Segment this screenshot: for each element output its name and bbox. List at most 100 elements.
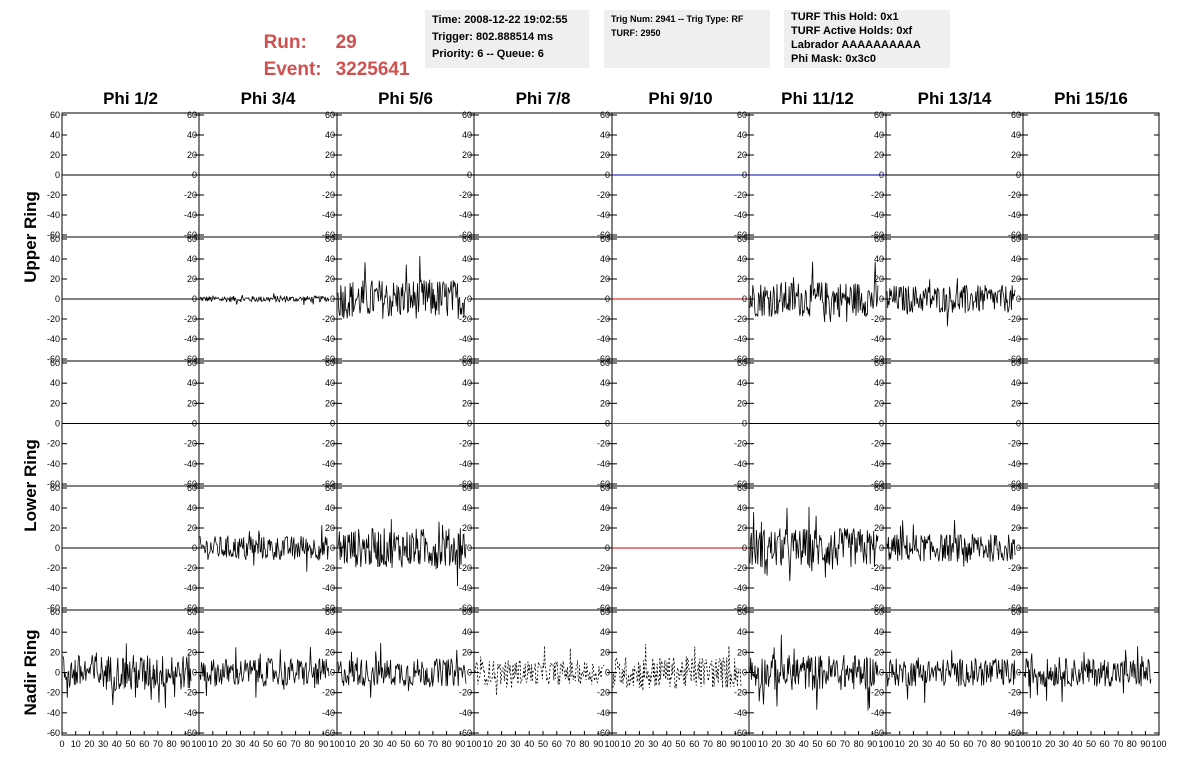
- y-tick-label: -60: [871, 479, 884, 489]
- y-tick-label: -60: [47, 479, 60, 489]
- x-tick-label: 70: [566, 739, 576, 749]
- y-tick-label: -20: [734, 190, 747, 200]
- y-tick-label: -40: [184, 583, 197, 593]
- y-tick-label: 40: [737, 503, 747, 513]
- y-tick-label: -60: [322, 230, 335, 240]
- y-tick-label: 0: [605, 419, 610, 429]
- y-tick-label: 60: [600, 358, 610, 368]
- y-tick-label: 0: [879, 294, 884, 304]
- x-tick-label: 30: [235, 739, 245, 749]
- y-tick-label: -40: [734, 708, 747, 718]
- x-tick-label: 100: [878, 739, 893, 749]
- y-tick-label: -40: [1008, 459, 1021, 469]
- y-tick-label: -20: [597, 688, 610, 698]
- y-tick-label: 0: [742, 543, 747, 553]
- y-tick-label: 40: [462, 254, 472, 264]
- run-label: Run:: [253, 10, 307, 54]
- x-tick-label: 70: [977, 739, 987, 749]
- x-tick-label: 90: [1004, 739, 1014, 749]
- y-tick-label: 20: [737, 647, 747, 657]
- y-tick-label: -60: [459, 603, 472, 613]
- trace-r5-c3: [337, 642, 467, 698]
- priority-line: Priority: 6 -- Queue: 6: [432, 48, 544, 60]
- x-tick-label: 10: [346, 739, 356, 749]
- y-tick-label: -20: [871, 688, 884, 698]
- turf-line: TURF: 2950: [611, 28, 661, 38]
- y-tick-label: 60: [874, 358, 884, 368]
- y-tick-label: 0: [330, 170, 335, 180]
- y-tick-label: 40: [600, 130, 610, 140]
- y-tick-label: -20: [597, 314, 610, 324]
- y-tick-label: 60: [600, 483, 610, 493]
- trace-r2-c6: [749, 261, 879, 323]
- trace-r5-c2: [199, 646, 330, 698]
- y-tick-label: -20: [47, 439, 60, 449]
- y-tick-label: -40: [184, 334, 197, 344]
- x-tick-label: 70: [703, 739, 713, 749]
- y-tick-label: 0: [1016, 170, 1021, 180]
- y-tick-label: -60: [597, 230, 610, 240]
- y-tick-label: -60: [322, 354, 335, 364]
- x-tick-label: 50: [538, 739, 548, 749]
- y-tick-label: -60: [1008, 728, 1021, 738]
- y-tick-label: 40: [737, 130, 747, 140]
- y-tick-label: -60: [47, 728, 60, 738]
- x-tick-label: 100: [329, 739, 344, 749]
- y-tick-label: -40: [47, 459, 60, 469]
- y-tick-label: 20: [325, 398, 335, 408]
- y-tick-label: -60: [322, 479, 335, 489]
- x-tick-label: 100: [1015, 739, 1030, 749]
- y-tick-label: 60: [874, 234, 884, 244]
- y-tick-label: 60: [462, 234, 472, 244]
- y-tick-label: 60: [1011, 483, 1021, 493]
- y-tick-label: -60: [184, 603, 197, 613]
- y-tick-label: -20: [734, 439, 747, 449]
- y-tick-label: 60: [325, 483, 335, 493]
- x-tick-label: 0: [59, 739, 64, 749]
- trig-info-box: Trig Num: 2941 -- Trig Type: RF TURF: 29…: [604, 10, 770, 68]
- trig-num-line: Trig Num: 2941 -- Trig Type: RF: [611, 14, 744, 24]
- y-tick-label: 20: [50, 523, 60, 533]
- trace-r5-c5: [612, 644, 742, 691]
- x-tick-label: 80: [991, 739, 1001, 749]
- y-tick-label: 40: [462, 503, 472, 513]
- y-tick-label: 0: [330, 419, 335, 429]
- x-tick-label: 60: [277, 739, 287, 749]
- x-tick-label: 70: [1113, 739, 1123, 749]
- trace-r2-c7: [886, 278, 1016, 327]
- x-tick-label: 20: [1045, 739, 1055, 749]
- x-tick-label: 40: [936, 739, 946, 749]
- y-tick-label: 0: [192, 294, 197, 304]
- y-tick-label: -40: [184, 459, 197, 469]
- y-tick-label: -40: [459, 459, 472, 469]
- x-tick-label: 10: [758, 739, 768, 749]
- y-tick-label: -60: [1008, 479, 1021, 489]
- run-value: 29: [325, 10, 357, 54]
- y-tick-label: -20: [184, 439, 197, 449]
- y-tick-label: -60: [47, 354, 60, 364]
- y-tick-label: -20: [459, 688, 472, 698]
- y-tick-label: 60: [737, 234, 747, 244]
- x-tick-label: 90: [180, 739, 190, 749]
- y-tick-label: 60: [874, 110, 884, 120]
- y-tick-label: 40: [874, 130, 884, 140]
- y-tick-label: -40: [322, 334, 335, 344]
- y-tick-label: 40: [325, 378, 335, 388]
- y-tick-label: -40: [459, 708, 472, 718]
- x-tick-label: 30: [922, 739, 932, 749]
- y-tick-label: -40: [871, 583, 884, 593]
- y-tick-label: 60: [462, 607, 472, 617]
- column-title-5: Phi 9/10: [648, 89, 712, 108]
- y-tick-label: 20: [1011, 523, 1021, 533]
- y-tick-label: 20: [187, 647, 197, 657]
- y-tick-label: -20: [184, 314, 197, 324]
- y-tick-label: 40: [50, 130, 60, 140]
- y-tick-label: 20: [325, 274, 335, 284]
- y-tick-label: 20: [462, 523, 472, 533]
- x-tick-label: 60: [139, 739, 149, 749]
- x-tick-label: 90: [593, 739, 603, 749]
- y-tick-label: 0: [55, 170, 60, 180]
- y-tick-label: -40: [47, 708, 60, 718]
- y-tick-label: 60: [50, 483, 60, 493]
- y-tick-label: -40: [47, 334, 60, 344]
